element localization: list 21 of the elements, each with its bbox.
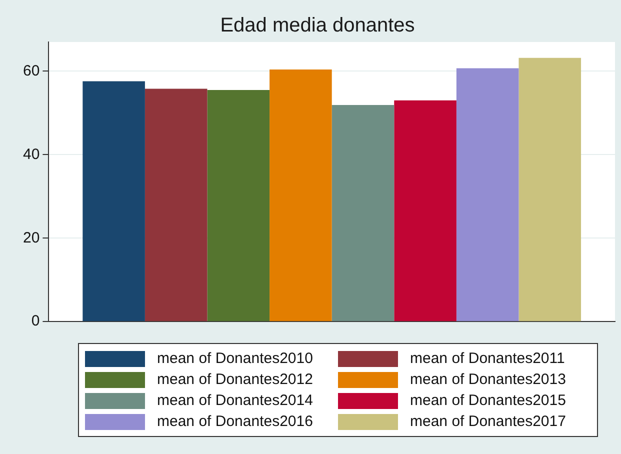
- legend-label: mean of Donantes2010: [157, 350, 313, 367]
- y-tick-label: 0: [31, 312, 40, 330]
- y-tick-label: 40: [22, 146, 40, 163]
- legend-label: mean of Donantes2015: [410, 392, 566, 409]
- legend-label: mean of Donantes2016: [157, 413, 313, 430]
- bar: [82, 81, 145, 322]
- y-tick-label: 60: [22, 62, 40, 80]
- chart-title: Edad media donantes: [220, 14, 415, 37]
- bar: [144, 88, 208, 322]
- bar: [332, 105, 394, 322]
- legend-label: mean of Donantes2014: [157, 392, 313, 409]
- legend-label: mean of Donantes2012: [157, 371, 313, 388]
- y-tick-label: 20: [22, 229, 40, 246]
- bar: [456, 68, 519, 322]
- bar: [207, 90, 270, 322]
- bar: [518, 58, 582, 322]
- bar: [394, 100, 456, 322]
- legend-label: mean of Donantes2017: [410, 413, 566, 430]
- legend-label: mean of Donantes2011: [410, 350, 565, 367]
- legend-label: mean of Donantes2013: [410, 371, 566, 388]
- bar: [270, 70, 332, 322]
